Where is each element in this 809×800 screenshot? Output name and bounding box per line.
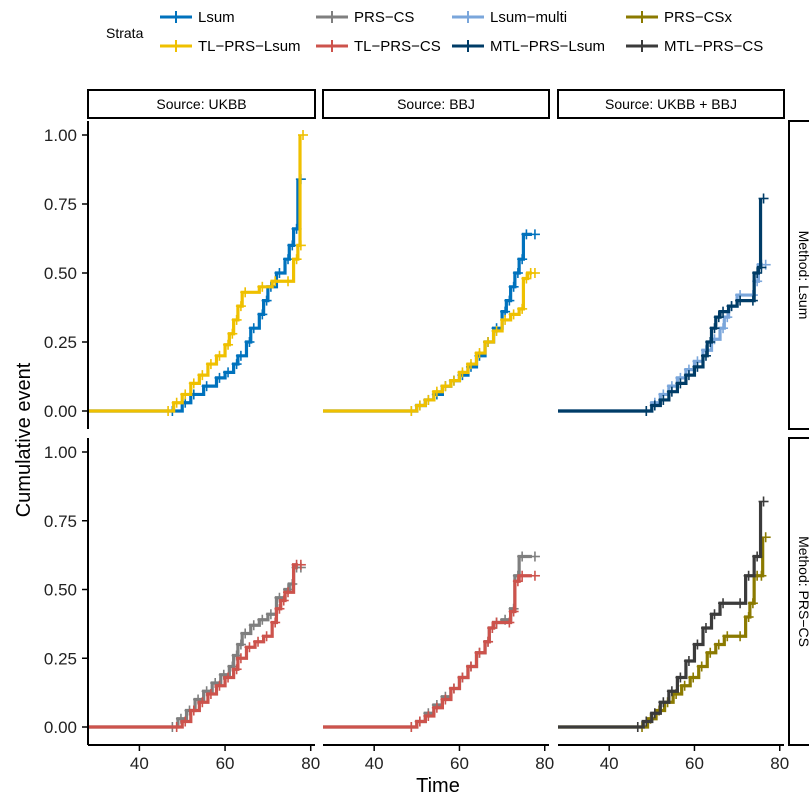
y-tick-label: 0.25 (44, 333, 77, 352)
censor-marks-tl-prs-cs (171, 559, 306, 732)
panel-r2-c1 (88, 559, 306, 732)
legend-title: Strata (106, 25, 144, 41)
legend-label: Lsum (198, 9, 235, 26)
y-axis-title: Cumulative event (13, 362, 35, 517)
legend-item-mtl-prs-cs: MTL−PRS−CS (626, 38, 763, 55)
legend-label: MTL−PRS−Lsum (490, 38, 605, 55)
y-tick-label: 1.00 (44, 443, 77, 462)
x-axis-col-3: 40 60 80 (558, 744, 789, 773)
y-tick-label: 0.00 (44, 718, 77, 737)
facet-strip-label: Source: UKBB + BBJ (605, 96, 737, 112)
x-tick-label: 80 (535, 754, 554, 773)
legend-item-mtl-prs-lsum: MTL−PRS−Lsum (452, 38, 605, 55)
facet-strip-label: Source: BBJ (397, 96, 475, 112)
x-tick-label: 80 (770, 754, 789, 773)
y-tick-label: 0.25 (44, 649, 77, 668)
censor-marks-mtl-prs-cs (632, 496, 769, 732)
series-line-tl-prs-cs (323, 574, 532, 729)
legend-label: TL−PRS−CS (354, 38, 441, 55)
series-line-prs-cs (323, 554, 532, 729)
facet-strip-col-2: Source: BBJ (322, 89, 550, 119)
x-tick-label: 40 (600, 754, 619, 773)
y-tick-label: 0.75 (44, 512, 77, 531)
facet-strip-label: Method: Lsum (796, 231, 809, 320)
y-tick-label: 0.00 (44, 402, 77, 421)
x-tick-label: 60 (685, 754, 704, 773)
legend-label: PRS−CSx (664, 9, 732, 26)
series-line-lsum (88, 179, 300, 413)
series-line-prs-cs (88, 565, 298, 729)
y-tick-label: 0.50 (44, 581, 77, 600)
censor-marks-mtl-prs-lsum (641, 193, 769, 416)
facet-strip-label: Source: UKBB (156, 96, 246, 112)
y-axis-row-1: 0.00 0.25 0.50 0.75 1.00 (44, 121, 89, 429)
x-axis-col-1: 40 60 80 (88, 744, 320, 773)
legend: Strata Lsum PRS−CS Lsum−multi PRS−CSx TL−PRS… (106, 9, 763, 55)
series-line-tl-prs-lsum (88, 135, 302, 413)
censor-marks-lsum-multi (641, 259, 771, 416)
censor-marks-lsum (406, 229, 540, 416)
legend-label: MTL−PRS−CS (664, 38, 763, 55)
series-line-mtl-prs-cs (558, 501, 763, 729)
legend-item-lsum-multi: Lsum−multi (452, 9, 567, 26)
legend-label: Lsum−multi (490, 9, 567, 26)
legend-label: PRS−CS (354, 9, 414, 26)
censor-marks-tl-prs-lsum (163, 130, 309, 416)
y-tick-label: 0.75 (44, 195, 77, 214)
panel-r1-c1 (88, 130, 309, 416)
facet-strip-col-3: Source: UKBB + BBJ (557, 89, 785, 119)
x-tick-label: 60 (216, 754, 235, 773)
facet-strip-row-1: Method: Lsum (788, 120, 809, 430)
panel-r2-c3 (558, 496, 771, 732)
x-tick-label: 60 (450, 754, 469, 773)
x-tick-label: 40 (130, 754, 149, 773)
facet-strip-row-2: Method: PRS−CS (788, 437, 809, 746)
y-tick-label: 1.00 (44, 126, 77, 145)
censor-marks-tl-prs-lsum (406, 268, 540, 416)
y-axis-row-2: 0.00 0.25 0.50 0.75 1.00 (44, 438, 89, 745)
censor-marks-lsum (167, 174, 306, 416)
series-line-mtl-prs-lsum (558, 198, 763, 413)
panel-r2-c2 (323, 551, 540, 732)
legend-item-tl-prs-lsum: TL−PRS−Lsum (160, 38, 301, 55)
series-line-tl-prs-cs (88, 563, 298, 729)
legend-item-lsum: Lsum (160, 9, 235, 26)
legend-item-prs-csx: PRS−CSx (626, 9, 732, 26)
facet-strip-label: Method: PRS−CS (796, 536, 809, 647)
legend-item-tl-prs-cs: TL−PRS−CS (316, 38, 441, 55)
x-axis-title: Time (416, 775, 460, 797)
legend-label: TL−PRS−Lsum (198, 38, 301, 55)
series-line-prs-csx (558, 537, 765, 729)
series-line-tl-prs-lsum (323, 271, 532, 413)
y-tick-label: 0.50 (44, 264, 77, 283)
legend-item-prs-cs: PRS−CS (316, 9, 414, 26)
x-axis-col-2: 40 60 80 (323, 744, 554, 773)
series-line-lsum-multi (558, 263, 763, 413)
x-tick-label: 40 (365, 754, 384, 773)
facet-strip-col-1: Source: UKBB (87, 89, 316, 119)
censor-marks-tl-prs-cs (406, 570, 540, 732)
panel-r1-c2 (323, 229, 540, 416)
panel-r1-c3 (558, 193, 771, 416)
x-tick-label: 80 (301, 754, 320, 773)
